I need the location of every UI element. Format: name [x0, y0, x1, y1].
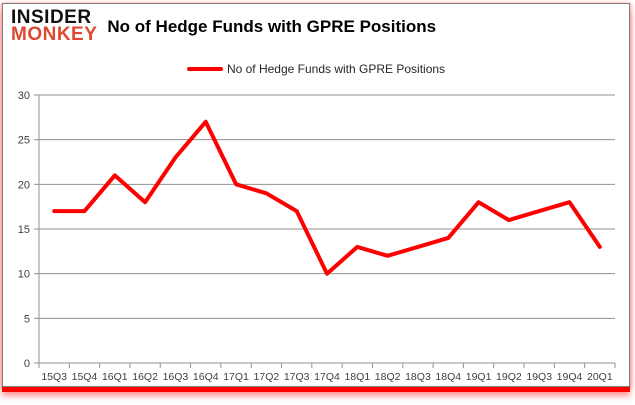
logo-word-insider: INSIDER	[11, 7, 92, 28]
y-tick-label: 0	[24, 358, 30, 370]
x-tick-label: 15Q3	[41, 371, 67, 382]
x-tick-label: 19Q1	[466, 371, 492, 382]
y-tick-label: 5	[24, 313, 30, 325]
line-chart-plot: 0 5 10 15 20 25 30 15Q3 15Q4 16Q1 16Q2 16Q3 16Q4 17Q1…	[3, 80, 629, 383]
chart-header: INSIDER MONKEY No of Hedge Funds with GP…	[11, 7, 437, 46]
x-tick-label: 18Q2	[375, 371, 401, 382]
chart-legend: No of Hedge Funds with GPRE Positions	[3, 62, 629, 76]
logo-word-monkey: MONKEY	[11, 24, 98, 46]
x-tick-label: 18Q1	[344, 371, 370, 382]
insider-monkey-logo: INSIDER MONKEY	[11, 7, 98, 46]
y-tick-label: 30	[18, 90, 30, 102]
x-tick-label: 18Q3	[405, 371, 431, 382]
x-tick-label: 17Q4	[314, 371, 340, 382]
x-tick-label: 18Q4	[435, 371, 461, 382]
x-tick-label: 19Q3	[526, 371, 552, 382]
legend-label: No of Hedge Funds with GPRE Positions	[226, 62, 446, 76]
x-tick-label: 20Q1	[587, 371, 613, 382]
y-tick-label: 20	[18, 179, 30, 191]
x-tick-label: 19Q2	[496, 371, 522, 382]
chart-title: No of Hedge Funds with GPRE Positions	[107, 17, 437, 37]
legend-line-swatch	[186, 67, 223, 71]
x-tick-label: 16Q3	[163, 371, 189, 382]
y-tick-label: 10	[18, 269, 30, 281]
x-tick-label: 16Q4	[193, 371, 219, 382]
y-tick-label: 25	[18, 135, 30, 147]
y-tick-label: 15	[18, 224, 30, 236]
x-tick-label: 19Q4	[557, 371, 583, 382]
x-tick-label: 16Q2	[132, 371, 158, 382]
x-tick-label: 17Q2	[254, 371, 280, 382]
chart-svg: 0 5 10 15 20 25 30 15Q3 15Q4 16Q1 16Q2 16Q3 16Q4 17Q1…	[18, 90, 616, 383]
chart-card: INSIDER MONKEY No of Hedge Funds with GP…	[2, 3, 630, 387]
x-tick-label: 17Q3	[284, 371, 310, 382]
x-tick-label: 17Q1	[223, 371, 249, 382]
x-tick-label: 15Q4	[72, 371, 98, 382]
x-tick-label: 16Q1	[102, 371, 128, 382]
series-line-hedge-funds	[52, 119, 602, 276]
